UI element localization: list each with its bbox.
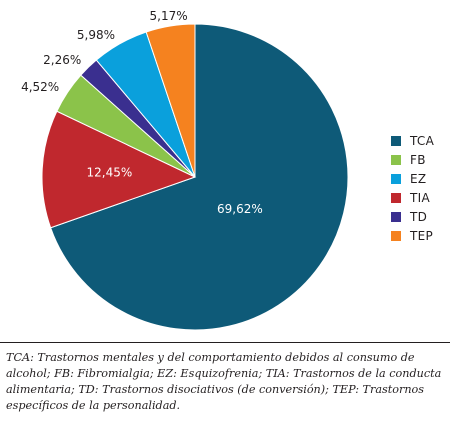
legend-item-fb: FB [391,150,434,169]
legend-swatch [391,211,401,222]
pie-slice-tep [145,23,196,178]
legend-swatch [391,173,401,184]
legend-item-td: TD [391,207,434,226]
legend-swatch [391,230,401,241]
caption-line: TCA: Trastornos mentales y del comportam… [6,351,415,364]
caption-line: específicos de la personalidad. [6,399,181,412]
legend-swatch [391,154,401,165]
pie-data-label: 12,45% [87,166,133,180]
caption-line: alimentaria; TD: Trastornos disociativos… [6,383,425,396]
chart-caption: TCA: Trastornos mentales y del comportam… [6,350,442,414]
legend-label: TEP [410,228,434,243]
legend-item-tep: TEP [391,226,434,245]
legend-label: EZ [410,171,427,186]
pie-slice-tia [41,110,197,229]
legend: TCA FB EZ TIA TD TEP [391,131,434,245]
legend-swatch [391,135,401,146]
pie-data-label: 4,52% [21,80,59,94]
pie-chart: 69,62% 12,45% 4,52% 2,26% 5,98% 5,17% [21,9,349,331]
legend-item-tca: TCA [391,131,434,150]
legend-label: FB [410,152,426,167]
pie-data-label: 5,98% [77,28,115,42]
legend-label: TIA [410,190,430,205]
legend-item-ez: EZ [391,169,434,188]
caption-line: alcohol; FB: Fibromialgia; EZ: Esquizofr… [6,367,442,380]
pie-slice-tca [50,23,349,331]
pie-data-label: 69,62% [217,202,263,216]
legend-item-tia: TIA [391,188,434,207]
pie-data-label: 5,17% [150,9,188,23]
legend-label: TD [410,209,428,224]
caption-divider [0,342,450,343]
pie-data-label: 2,26% [43,53,81,67]
legend-swatch [391,192,401,203]
legend-label: TCA [410,133,435,148]
